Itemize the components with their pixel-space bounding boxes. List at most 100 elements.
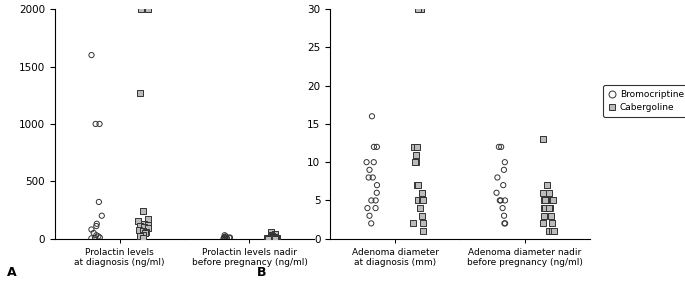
Point xyxy=(139,221,150,226)
Point xyxy=(218,236,229,241)
Point xyxy=(417,198,428,203)
Point xyxy=(408,221,419,226)
Point xyxy=(416,198,427,203)
Point xyxy=(416,213,427,218)
Point xyxy=(418,221,429,226)
Point xyxy=(369,144,379,149)
Point xyxy=(370,206,381,211)
Point xyxy=(537,137,548,142)
Point xyxy=(371,183,382,188)
Point xyxy=(91,221,102,226)
Point xyxy=(416,190,427,195)
Point xyxy=(86,236,97,241)
Point xyxy=(270,234,281,239)
Point xyxy=(413,7,424,12)
Point xyxy=(93,200,104,204)
Point xyxy=(410,160,421,165)
Point xyxy=(539,213,550,218)
Point xyxy=(270,236,281,241)
Point xyxy=(262,236,273,241)
Point xyxy=(134,234,145,239)
Point xyxy=(496,144,507,149)
Point xyxy=(543,229,554,233)
Point xyxy=(491,190,502,195)
Point xyxy=(366,198,377,203)
Point xyxy=(264,235,275,240)
Point xyxy=(363,175,374,180)
Point xyxy=(262,236,273,241)
Point xyxy=(412,183,423,188)
Point xyxy=(88,230,99,235)
Point xyxy=(219,236,229,241)
Point xyxy=(492,175,503,180)
Point xyxy=(370,198,381,203)
Point xyxy=(362,206,373,211)
Point xyxy=(269,236,280,241)
Point xyxy=(538,206,549,211)
Point xyxy=(221,234,232,239)
Point xyxy=(224,235,235,240)
Point xyxy=(266,230,277,234)
Point xyxy=(415,206,426,211)
Point xyxy=(134,224,145,229)
Point xyxy=(132,219,143,224)
Point xyxy=(91,224,102,229)
Point xyxy=(135,7,146,12)
Point xyxy=(219,233,230,238)
Point xyxy=(540,198,551,203)
Point xyxy=(493,144,504,149)
Point xyxy=(93,234,104,239)
Point xyxy=(499,160,510,165)
Point xyxy=(140,230,151,234)
Point xyxy=(498,183,509,188)
Point xyxy=(91,233,102,238)
Point xyxy=(221,236,232,241)
Point xyxy=(547,221,558,226)
Point xyxy=(499,198,510,203)
Point xyxy=(266,236,277,241)
Point xyxy=(134,227,145,232)
Point xyxy=(134,91,145,95)
Point xyxy=(267,234,278,239)
Point xyxy=(499,167,510,172)
Point xyxy=(546,229,557,233)
Text: B: B xyxy=(257,266,266,279)
Point xyxy=(90,121,101,126)
Point xyxy=(499,213,510,218)
Point xyxy=(545,206,556,211)
Point xyxy=(266,235,277,240)
Point xyxy=(546,213,557,218)
Point xyxy=(547,198,558,203)
Point xyxy=(220,236,231,241)
Point xyxy=(86,227,97,232)
Point xyxy=(538,190,549,195)
Point xyxy=(543,206,554,211)
Point xyxy=(538,198,549,203)
Point xyxy=(412,198,423,203)
Point xyxy=(371,190,382,195)
Point xyxy=(266,236,277,241)
Point xyxy=(409,144,420,149)
Point xyxy=(90,236,101,241)
Point xyxy=(548,198,559,203)
Point xyxy=(544,198,555,203)
Point xyxy=(542,183,553,188)
Point xyxy=(266,233,277,238)
Point xyxy=(416,190,427,195)
Point xyxy=(272,235,283,240)
Point xyxy=(140,230,151,235)
Point xyxy=(495,198,506,203)
Point xyxy=(364,167,375,172)
Point xyxy=(94,121,105,126)
Point xyxy=(219,234,230,239)
Point xyxy=(142,7,153,12)
Point xyxy=(497,206,508,211)
Point xyxy=(412,183,423,188)
Point xyxy=(366,221,377,226)
Point xyxy=(268,236,279,241)
Point xyxy=(543,190,553,195)
Point xyxy=(548,229,559,233)
Point xyxy=(142,226,153,231)
Point xyxy=(266,236,277,241)
Point xyxy=(364,213,375,218)
